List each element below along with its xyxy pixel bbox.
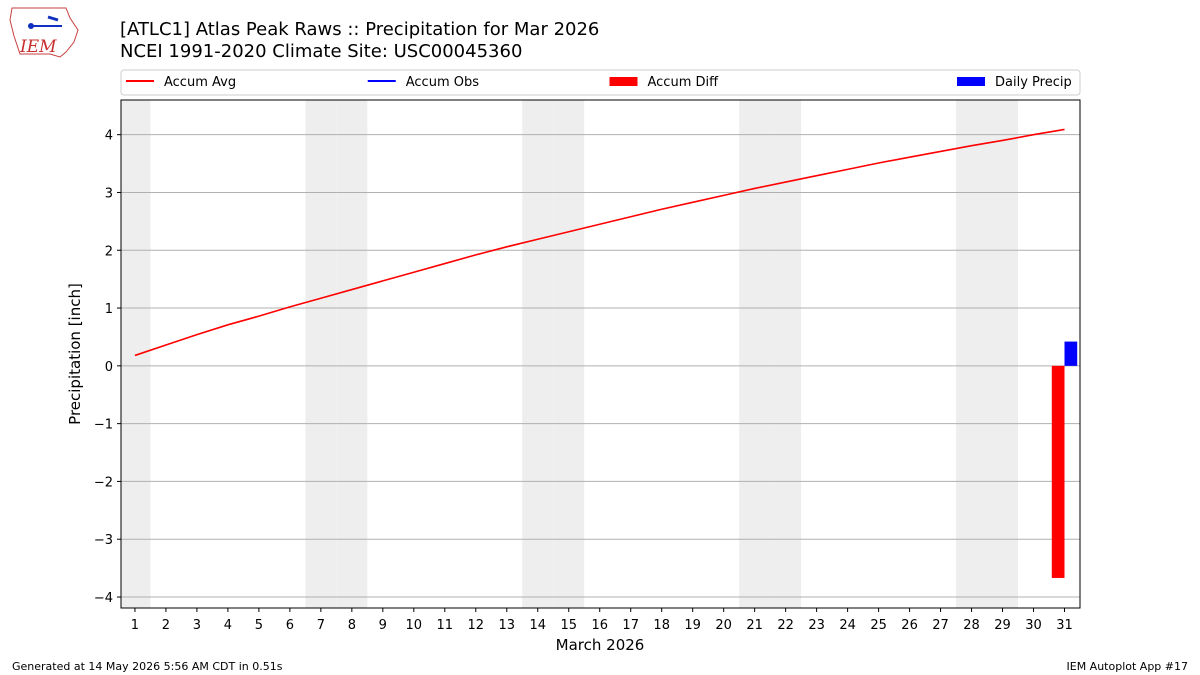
legend-label: Accum Diff [648,75,720,90]
x-tick-label: 25 [870,618,887,633]
y-tick-label: −4 [94,591,113,606]
chart-title: [ATLC1] Atlas Peak Raws :: Precipitation… [120,19,599,40]
x-tick-label: 8 [348,618,356,633]
weekend-shade [553,100,585,608]
weekend-shade [770,100,802,608]
x-tick-label: 20 [715,618,732,633]
logo: IEM [9,7,79,58]
x-tick-label: 13 [498,618,515,633]
x-tick-label: 18 [653,618,670,633]
x-tick-label: 6 [286,618,294,633]
x-tick-label: 12 [468,618,485,633]
x-tick-label: 24 [839,618,856,633]
legend-label: Accum Obs [406,75,479,90]
y-tick-label: −1 [94,418,113,433]
y-tick-label: −3 [94,533,113,548]
legend-label: Daily Precip [995,75,1072,90]
x-tick-label: 30 [1025,618,1042,633]
logo-mark [28,23,34,29]
bar [1051,365,1065,578]
x-tick-label: 16 [591,618,608,633]
y-tick-label: −2 [94,475,113,490]
y-tick-label: 0 [105,360,113,375]
weekend-shade [739,100,771,608]
weekend-shade [121,100,151,608]
x-tick-label: 1 [131,618,139,633]
x-tick-label: 29 [994,618,1011,633]
x-tick-label: 28 [963,618,980,633]
x-tick-label: 5 [255,618,263,633]
footer-right: IEM Autoplot App #17 [1067,660,1189,673]
y-tick-label: 3 [105,186,113,201]
footer-left: Generated at 14 May 2026 5:56 AM CDT in … [12,660,283,673]
logo-outline [9,7,79,58]
chart-subtitle: NCEI 1991-2020 Climate Site: USC00045360 [120,41,522,62]
bar [1064,341,1078,366]
x-axis-label: March 2026 [556,636,645,654]
x-tick-label: 7 [317,618,325,633]
logo-text: IEM [19,37,57,57]
x-tick-label: 26 [901,618,918,633]
x-tick-label: 15 [560,618,577,633]
weekend-shade [522,100,554,608]
x-tick-label: 9 [379,618,387,633]
x-tick-label: 22 [777,618,794,633]
x-tick-label: 2 [162,618,170,633]
y-axis-label: Precipitation [inch] [66,283,84,425]
weekend-shade [956,100,988,608]
legend-swatch [957,77,985,86]
x-tick-label: 27 [932,618,949,633]
logo-mark [47,15,59,22]
x-tick-label: 14 [529,618,546,633]
y-tick-label: 2 [105,244,113,259]
x-tick-label: 31 [1056,618,1073,633]
x-tick-label: 10 [406,618,423,633]
legend-swatch [609,77,638,86]
legend-box [120,69,1081,96]
axes-frame [120,99,1081,609]
y-tick-label: 4 [105,129,113,144]
x-tick-label: 23 [808,618,825,633]
x-tick-label: 11 [437,618,454,633]
weekend-shade [336,100,368,608]
x-tick-label: 17 [622,618,639,633]
legend-label: Accum Avg [164,75,236,90]
weekend-shade [987,100,1019,608]
x-tick-label: 19 [684,618,701,633]
x-tick-label: 3 [193,618,201,633]
x-tick-label: 4 [224,618,232,633]
y-tick-label: 1 [105,302,113,317]
weekend-shade [305,100,337,608]
line-series [134,128,1065,357]
x-tick-label: 21 [746,618,763,633]
